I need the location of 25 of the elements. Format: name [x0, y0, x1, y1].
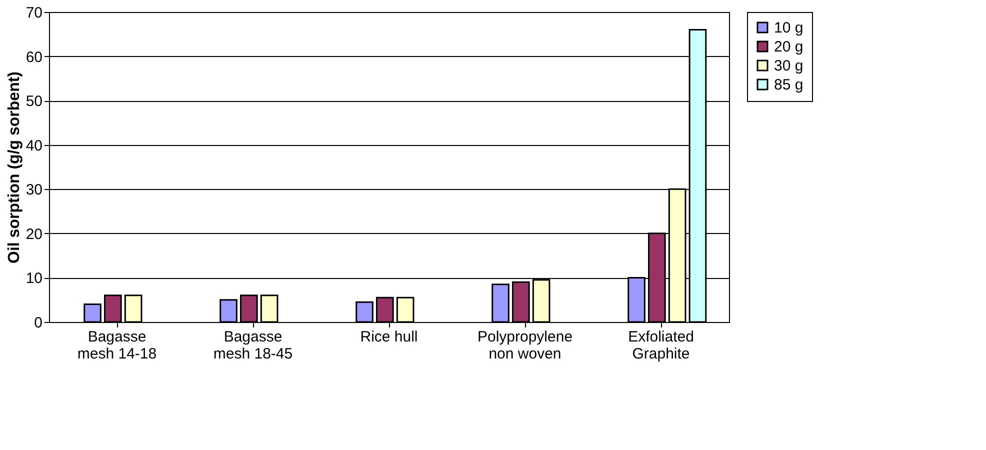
- y-tick-label: 70: [26, 4, 42, 22]
- legend-label: 10 g: [774, 20, 804, 36]
- bar: [396, 296, 414, 323]
- x-tick-label: Exfoliated Graphite: [628, 328, 694, 362]
- y-tick-label: 40: [26, 137, 42, 154]
- y-tick-label: 20: [26, 226, 42, 243]
- bar: [492, 284, 510, 323]
- legend-label: 20 g: [774, 38, 804, 56]
- legend-label: 30 g: [774, 58, 804, 74]
- x-tick-label: Polypropylene non woven: [477, 328, 573, 362]
- bar: [84, 304, 102, 323]
- bar: [220, 299, 238, 323]
- y-axis-title: Oil sorption (g/g sorbent): [6, 72, 23, 264]
- x-tick-label: Rice hull: [360, 328, 418, 346]
- y-tick-label: 60: [26, 48, 42, 66]
- x-tick-label: Bagasse mesh 14-18: [77, 328, 157, 362]
- y-tick-label: 50: [26, 93, 42, 110]
- bar: [260, 294, 278, 323]
- x-tick-label: Bagasse mesh 18-45: [213, 328, 293, 362]
- legend-label: 85 g: [774, 76, 804, 94]
- bar: [124, 294, 142, 323]
- y-tick-label: 30: [26, 182, 42, 199]
- bar: [356, 301, 374, 323]
- y-tick-label: 10: [26, 270, 42, 288]
- y-tick-label: 0: [34, 314, 42, 332]
